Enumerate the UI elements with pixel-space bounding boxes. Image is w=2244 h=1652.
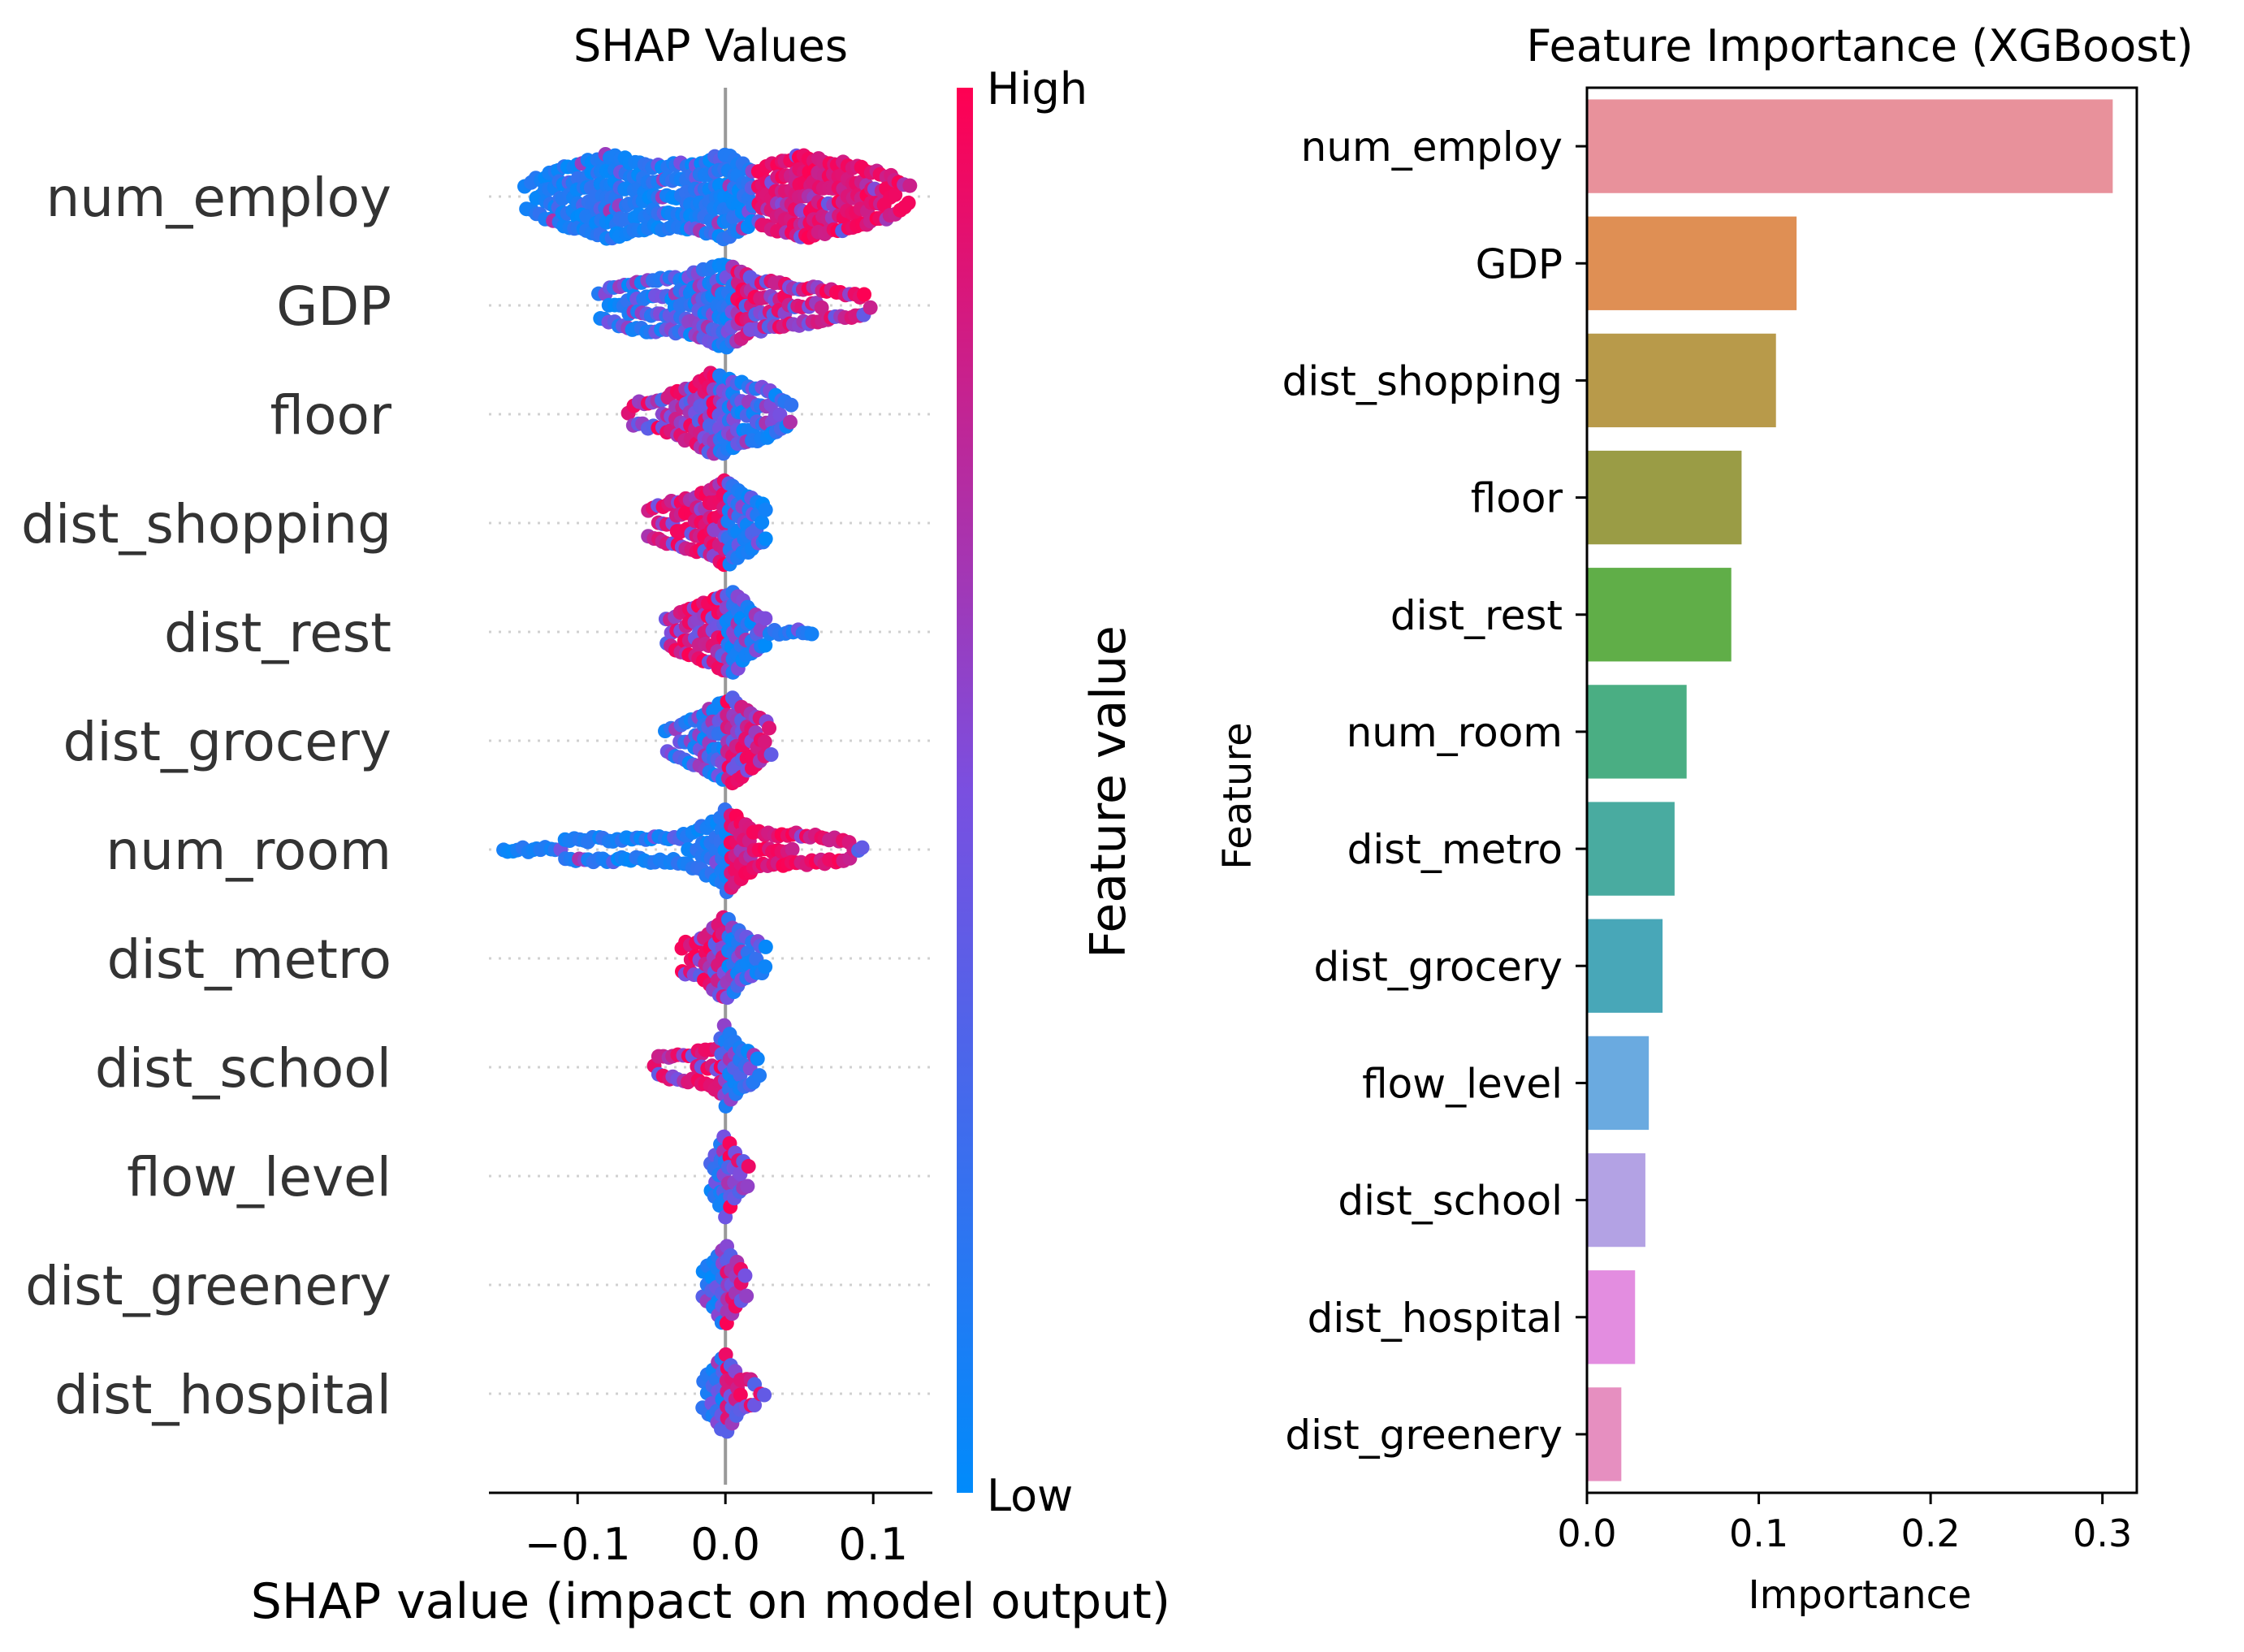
importance-bar (1587, 1270, 1636, 1364)
shap-point (814, 300, 829, 315)
importance-plot-frame (1585, 86, 2138, 1494)
importance-x-ticks: 0.0 0.1 0.2 0.3 (1557, 1493, 2132, 1555)
shap-point (757, 1387, 772, 1403)
shap-feature-labels: num_employ GDP floor dist_shopping dist_rest… (21, 166, 392, 1426)
shap-point (762, 720, 777, 736)
shap-point (857, 287, 872, 302)
shap-point (854, 840, 870, 855)
colorbar-low-label: Low (987, 1470, 1073, 1521)
shap-feature-label: dist_school (95, 1037, 391, 1100)
importance-category-label: floor (1471, 475, 1563, 522)
shap-point (902, 178, 918, 193)
importance-category-label: dist_grocery (1314, 943, 1563, 990)
shap-x-ticks: −0.1 0.0 0.1 (525, 1493, 908, 1570)
importance-title: Feature Importance (XGBoost) (1526, 20, 2193, 71)
shap-x-tick-label: −0.1 (525, 1519, 631, 1570)
shap-point (747, 1398, 763, 1413)
importance-category-label: GDP (1476, 240, 1563, 288)
shap-point (754, 515, 770, 530)
shap-point (901, 195, 916, 210)
shap-feature-label: num_employ (45, 166, 391, 229)
importance-category-label: num_employ (1301, 123, 1563, 171)
shap-point (784, 397, 799, 413)
importance-category-label: dist_rest (1390, 592, 1563, 639)
importance-bar (1587, 333, 1776, 428)
shap-point (782, 414, 798, 430)
importance-panel: Feature Importance (XGBoost) num_employ G… (1215, 20, 2194, 1618)
shap-point (752, 1068, 767, 1083)
shap-x-tick-label: 0.1 (838, 1519, 908, 1570)
importance-category-label: dist_hospital (1308, 1295, 1563, 1342)
shap-feature-label: dist_grocery (63, 711, 391, 773)
shap-point (772, 407, 788, 422)
shap-point (758, 502, 773, 517)
shap-point (863, 300, 878, 315)
shap-feature-label: dist_shopping (21, 493, 391, 556)
importance-bar (1587, 1036, 1649, 1131)
shap-point (758, 638, 773, 653)
importance-x-tick-label: 0.1 (1729, 1511, 1788, 1555)
shap-point (739, 1288, 754, 1304)
importance-bar (1587, 685, 1687, 779)
shap-colorbar (957, 88, 973, 1493)
shap-point (737, 1268, 753, 1283)
shap-point (758, 531, 773, 547)
shap-feature-label: flow_level (127, 1146, 391, 1209)
importance-category-label: dist_shopping (1282, 357, 1563, 404)
shap-point (888, 187, 903, 202)
shap-title: SHAP Values (573, 20, 848, 71)
importance-x-tick-label: 0.3 (2073, 1511, 2132, 1555)
importance-y-axis-label: Feature (1215, 722, 1260, 869)
importance-category-label: flow_level (1362, 1060, 1563, 1107)
shap-dots (496, 147, 918, 1439)
shap-point (740, 1178, 755, 1194)
colorbar-high-label: High (987, 63, 1087, 115)
shap-point (804, 626, 819, 642)
importance-bar (1587, 1387, 1622, 1481)
importance-bar (1587, 1153, 1645, 1248)
shap-point (763, 747, 779, 763)
shap-point (733, 1387, 748, 1403)
shap-point (757, 734, 772, 750)
shap-feature-label: GDP (276, 275, 391, 338)
shap-feature-label: dist_hospital (54, 1364, 391, 1426)
shap-panel: SHAP Values num_employ GDP floor dist_shopp… (21, 20, 1170, 1630)
importance-bar (1587, 99, 2113, 193)
importance-bar (1587, 802, 1675, 896)
shap-feature-label: dist_metro (107, 928, 391, 991)
shap-point (758, 959, 773, 975)
importance-x-tick-label: 0.2 (1901, 1511, 1961, 1555)
importance-category-label: dist_school (1338, 1178, 1563, 1225)
importance-bar (1587, 450, 1742, 545)
shap-x-tick-label: 0.0 (690, 1519, 760, 1570)
importance-category-label: dist_greenery (1285, 1412, 1563, 1459)
importance-category-label: num_room (1347, 709, 1563, 756)
colorbar-axis-label: Feature value (1080, 625, 1137, 958)
importance-bar (1587, 216, 1797, 310)
importance-bar (1587, 568, 1732, 662)
shap-feature-label: dist_rest (164, 602, 391, 664)
shap-feature-label: dist_greenery (25, 1255, 391, 1317)
shap-point (758, 939, 773, 954)
shap-point (741, 1159, 756, 1174)
shap-x-axis-label: SHAP value (impact on model output) (251, 1573, 1170, 1630)
shap-point (758, 611, 773, 626)
shap-feature-label: floor (270, 384, 392, 447)
importance-bars (1587, 99, 2113, 1481)
shap-feature-label: num_room (106, 820, 391, 882)
importance-bar (1587, 919, 1663, 1013)
shap-point (750, 1051, 765, 1066)
importance-category-label: dist_metro (1347, 826, 1563, 873)
importance-x-axis-label: Importance (1748, 1572, 1971, 1618)
shap-point (785, 841, 800, 857)
importance-x-tick-label: 0.0 (1557, 1511, 1616, 1555)
